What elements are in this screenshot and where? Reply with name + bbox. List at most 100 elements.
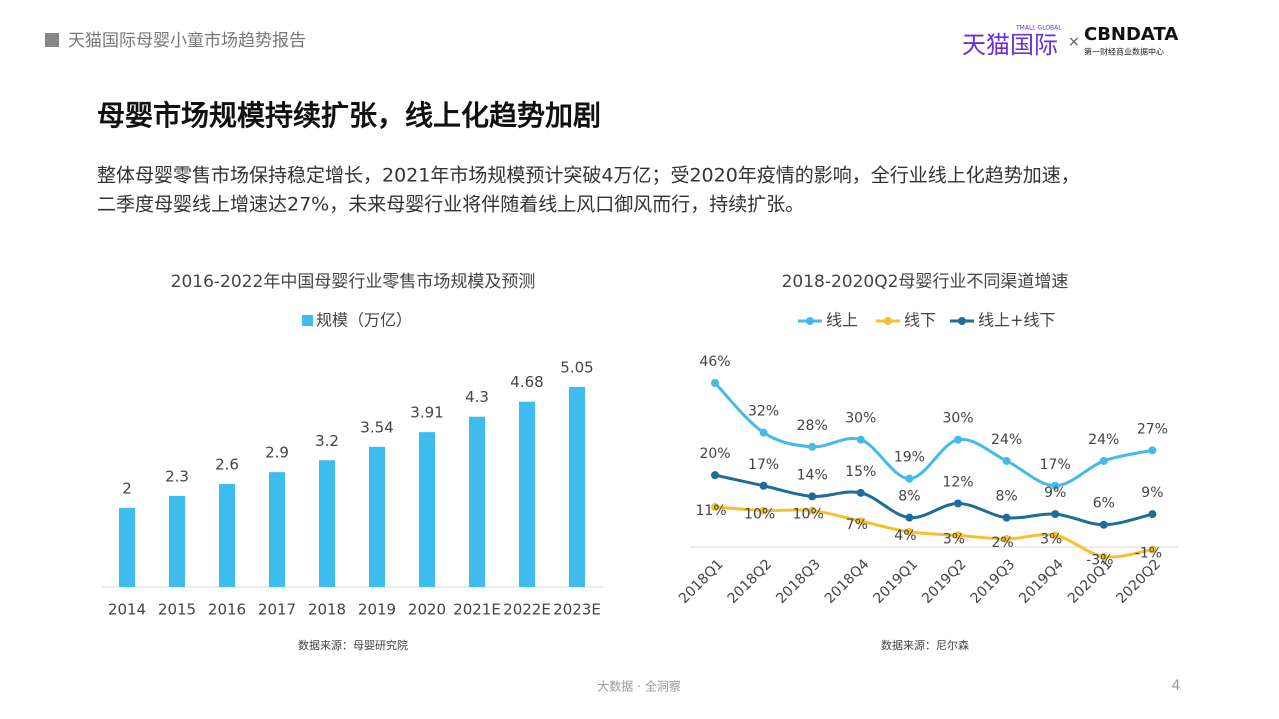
data-point xyxy=(711,471,719,480)
value-label: -3% xyxy=(1086,553,1113,569)
data-point xyxy=(1002,456,1011,465)
bar xyxy=(219,484,235,587)
value-label: 2 xyxy=(122,479,132,497)
data-point xyxy=(1051,510,1060,519)
value-label: 3.2 xyxy=(315,432,339,450)
logo-cross: × xyxy=(1068,34,1080,50)
data-point xyxy=(856,517,865,526)
paragraph-line: 二季度母婴线上增速达27%，未来母婴行业将伴随着线上风口御风而行，持续扩张。 xyxy=(97,194,804,216)
data-point xyxy=(1002,534,1011,543)
value-label: 15% xyxy=(845,464,876,480)
x-tick-label: 2017 xyxy=(258,601,296,619)
value-label: 3% xyxy=(1040,531,1062,547)
x-tick-label: 2018Q3 xyxy=(773,556,824,607)
value-label: 10% xyxy=(744,507,775,523)
bar xyxy=(269,472,285,587)
data-point xyxy=(759,506,768,515)
value-label: 2.3 xyxy=(165,467,189,485)
x-tick-label: 2018 xyxy=(308,601,346,619)
value-label: 24% xyxy=(1088,432,1119,448)
data-point xyxy=(905,527,914,536)
partner-sub: 第一财经商业数据中心 xyxy=(1084,47,1164,57)
bar xyxy=(469,416,485,587)
slide-title: 母婴市场规模持续扩张，线上化趋势加剧 xyxy=(97,99,601,132)
value-label: 4.68 xyxy=(510,373,543,391)
data-point xyxy=(759,428,768,437)
data-point xyxy=(808,442,817,451)
value-label: 12% xyxy=(942,474,973,490)
data-point xyxy=(808,506,817,515)
bar xyxy=(569,387,585,587)
chart-title: 2016-2022年中国母婴行业零售市场规模及预测 xyxy=(171,272,536,292)
data-point xyxy=(711,379,719,387)
value-label: 4% xyxy=(894,528,916,544)
x-tick-label: 2018Q2 xyxy=(725,556,776,607)
data-point xyxy=(759,481,768,490)
legend-swatch xyxy=(302,315,313,326)
value-label: 30% xyxy=(942,411,973,427)
bar xyxy=(319,460,335,587)
x-tick-label: 2020 xyxy=(408,601,446,619)
data-point xyxy=(856,488,865,497)
legend-label: 规模（万亿） xyxy=(316,311,412,330)
chart-title: 2018-2020Q2母婴行业不同渠道增速 xyxy=(782,272,1069,292)
value-label: 19% xyxy=(894,450,925,466)
value-label: 3% xyxy=(943,531,965,547)
bar xyxy=(519,401,535,587)
partner-logo: CBNDATA xyxy=(1084,24,1178,45)
value-label: 14% xyxy=(797,467,828,483)
x-tick-label: 2014 xyxy=(108,601,146,619)
value-label: 17% xyxy=(748,457,779,473)
footer-slogan: 大数据 · 全洞察 xyxy=(597,679,680,694)
data-point xyxy=(1051,531,1060,540)
x-tick-label: 2021E xyxy=(453,601,501,619)
legend-label: 线上+线下 xyxy=(978,311,1055,330)
value-label: 11% xyxy=(695,503,726,519)
value-label: 24% xyxy=(991,432,1022,448)
value-label: 3.91 xyxy=(410,404,443,422)
data-point xyxy=(808,492,817,501)
value-label: -1% xyxy=(1135,546,1162,562)
series-line xyxy=(713,381,1153,488)
value-label: 8% xyxy=(898,489,920,505)
source: 数据来源：尼尔森 xyxy=(881,638,969,652)
logo-main: 天猫国际 xyxy=(962,31,1058,59)
x-tick-label: 2022E xyxy=(503,601,551,619)
data-point xyxy=(1002,513,1011,522)
value-label: 10% xyxy=(793,507,824,523)
series-line xyxy=(714,473,1153,527)
value-label: 2.6 xyxy=(215,456,239,474)
bar xyxy=(419,432,435,587)
data-point xyxy=(1148,510,1157,519)
data-point xyxy=(1099,456,1108,465)
legend-marker xyxy=(806,317,814,325)
series-line xyxy=(714,505,1153,559)
data-point xyxy=(1051,481,1060,490)
x-tick-label: 2018Q1 xyxy=(676,556,727,607)
value-label: 7% xyxy=(846,517,868,533)
x-tick-label: 2023E xyxy=(553,601,601,619)
x-tick-label: 2019Q1 xyxy=(870,556,921,607)
data-point xyxy=(954,499,962,508)
value-label: 6% xyxy=(1093,496,1115,512)
header-marker xyxy=(45,33,59,47)
report-title: 天猫国际母婴小童市场趋势报告 xyxy=(68,31,306,51)
value-label: 4.3 xyxy=(465,388,489,406)
data-point xyxy=(1099,552,1108,561)
data-point xyxy=(856,435,865,444)
value-label: 30% xyxy=(845,411,876,427)
x-tick-label: 2019Q2 xyxy=(919,556,970,607)
logo-small: TMALL GLOBAL xyxy=(1015,25,1062,32)
x-tick-label: 2018Q4 xyxy=(822,556,873,607)
data-point xyxy=(954,531,962,540)
value-label: 5.05 xyxy=(560,359,593,377)
data-point xyxy=(711,503,719,512)
x-tick-label: 2019 xyxy=(358,601,396,619)
legend-label: 线下 xyxy=(904,311,936,330)
x-tick-label: 2019Q3 xyxy=(968,556,1019,607)
x-tick-label: 2019Q4 xyxy=(1016,556,1067,607)
data-point xyxy=(905,513,914,522)
value-label: 8% xyxy=(995,489,1017,505)
data-point xyxy=(1148,446,1157,455)
